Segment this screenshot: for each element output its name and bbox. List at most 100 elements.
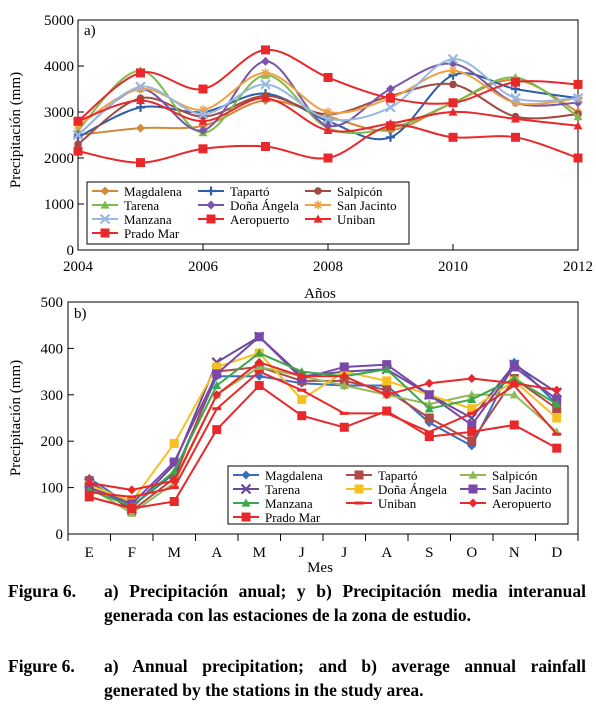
data-point-uniban bbox=[339, 411, 349, 415]
y-tick-label: 200 bbox=[41, 434, 64, 450]
x-tick-label: 2008 bbox=[313, 259, 343, 275]
data-point-salpicon bbox=[449, 80, 457, 89]
data-point-prado-mar bbox=[509, 420, 519, 430]
data-point-prado-mar bbox=[212, 425, 222, 435]
data-point-dona-angela bbox=[261, 56, 270, 66]
x-tick-label: D bbox=[551, 545, 562, 561]
panel-a-annual-precipitation: a) Precipitación (mm) Años 0 1000 2000 3000… bbox=[8, 13, 593, 302]
series-line-uniban bbox=[89, 370, 558, 498]
series-line-san-jacinto bbox=[88, 335, 558, 506]
x-tick-label: S bbox=[425, 545, 433, 561]
data-point-salpicon bbox=[467, 390, 477, 399]
legend-label-uniban: Uniban bbox=[378, 496, 417, 511]
data-point-uniban bbox=[573, 121, 583, 130]
data-point-aeropuerto bbox=[339, 371, 349, 381]
legend-marker-uniban bbox=[354, 501, 364, 505]
legend-marker-taparto bbox=[354, 470, 364, 480]
legend-marker-uniban bbox=[313, 214, 323, 223]
data-point-taparto bbox=[386, 132, 395, 142]
legend-marker-aeropuerto bbox=[468, 498, 478, 508]
data-point-manzana bbox=[212, 381, 222, 390]
data-point-san-jacinto bbox=[212, 369, 222, 379]
data-point-tarena bbox=[573, 112, 583, 121]
series-line-aeropuerto bbox=[89, 361, 557, 491]
data-point-prado-mar bbox=[84, 492, 94, 502]
data-point-san-jacinto bbox=[382, 360, 392, 370]
legend-marker-magdalena bbox=[241, 470, 251, 480]
data-point-dona-angela bbox=[386, 84, 395, 94]
data-point-aeropuerto bbox=[198, 84, 208, 94]
data-point-manzana bbox=[260, 79, 271, 90]
data-point-manzana bbox=[297, 367, 307, 376]
series-line-aeropuerto bbox=[77, 48, 579, 122]
data-point-dona-angela bbox=[552, 413, 562, 423]
legend-label-manzana: Manzana bbox=[124, 212, 172, 227]
data-point-manzana bbox=[552, 399, 562, 408]
data-point-aeropuerto bbox=[136, 68, 145, 78]
panel-a-y-axis-label: Precipitación (mm) bbox=[8, 72, 24, 188]
data-point-dona-angela bbox=[467, 404, 477, 414]
data-point-prado-mar bbox=[573, 153, 583, 163]
x-tick-label: J bbox=[341, 545, 347, 561]
legend-label-taparto: Tapartó bbox=[230, 184, 270, 199]
data-point-uniban bbox=[136, 96, 145, 105]
data-point-san-jacinto bbox=[448, 66, 458, 76]
data-point-san-jacinto bbox=[261, 68, 270, 78]
data-point-san-jacinto bbox=[339, 362, 349, 372]
legend-label-dona-angela: Doña Ángela bbox=[378, 482, 447, 497]
legend-label-salpicon: Salpicón bbox=[492, 468, 538, 483]
data-point-prado-mar bbox=[382, 406, 392, 416]
data-point-san-jacinto bbox=[424, 390, 434, 400]
series-line-dona-angela bbox=[77, 60, 579, 136]
series-line-salpicon bbox=[88, 365, 558, 515]
data-point-prado-mar bbox=[386, 121, 395, 131]
data-point-prado-mar bbox=[424, 432, 434, 442]
panel-a-legend: Magdalena Tapartó Salpicón Tarena Doña Ángel… bbox=[92, 184, 397, 241]
data-point-prado-mar bbox=[323, 153, 333, 163]
data-point-taparto bbox=[424, 413, 434, 423]
data-point-manzana bbox=[467, 394, 477, 404]
y-tick-label: 0 bbox=[56, 527, 64, 543]
legend-label-aeropuerto: Aeropuerto bbox=[230, 212, 289, 227]
data-point-uniban bbox=[212, 407, 222, 411]
legend-marker-prado-mar bbox=[100, 228, 110, 238]
data-point-uniban bbox=[84, 490, 94, 494]
x-tick-label: 2004 bbox=[63, 259, 94, 275]
legend-label-manzana: Manzana bbox=[265, 496, 313, 511]
data-point-aeropuerto bbox=[84, 478, 94, 488]
panel-b-series bbox=[83, 331, 563, 517]
legend-label-magdalena: Magdalena bbox=[265, 468, 323, 483]
series-line-prado-mar bbox=[88, 384, 558, 510]
data-point-dona-angela bbox=[339, 367, 349, 377]
data-point-magdalena bbox=[136, 123, 145, 133]
y-tick-label: 5000 bbox=[44, 13, 74, 29]
x-tick-label: A bbox=[211, 545, 222, 561]
data-point-aeropuerto bbox=[297, 371, 307, 381]
data-point-uniban bbox=[169, 486, 179, 490]
data-point-dona-angela bbox=[323, 121, 333, 131]
figure: a) Precipitación (mm) Años 0100020003000… bbox=[8, 13, 593, 576]
data-point-prado-mar bbox=[552, 443, 562, 453]
data-point-prado-mar bbox=[467, 427, 477, 437]
data-point-taparto bbox=[339, 376, 349, 386]
series-line-tarena bbox=[77, 69, 579, 135]
data-point-prado-mar bbox=[136, 158, 145, 168]
x-tick-label: J bbox=[299, 545, 305, 561]
y-tick-label: 500 bbox=[41, 295, 64, 311]
data-point-uniban bbox=[254, 370, 264, 374]
data-point-dona-angela bbox=[297, 394, 307, 404]
data-point-aeropuerto bbox=[552, 385, 562, 395]
data-point-aeropuerto bbox=[254, 357, 264, 367]
legend-label-taparto: Tapartó bbox=[378, 468, 418, 483]
data-point-aeropuerto bbox=[448, 98, 458, 108]
data-point-aeropuerto bbox=[261, 45, 270, 55]
data-point-aeropuerto bbox=[511, 77, 520, 87]
panel-b-x-axis-label: Mes bbox=[307, 560, 333, 576]
data-point-taparto bbox=[552, 404, 562, 414]
data-point-san-jacinto bbox=[198, 105, 208, 115]
legend-marker-san-jacinto bbox=[468, 484, 478, 494]
data-point-taparto bbox=[382, 385, 392, 395]
panel-a-legend-box bbox=[86, 181, 410, 245]
panel-a-label: a) bbox=[84, 23, 96, 39]
legend-marker-san-jacinto bbox=[313, 200, 323, 210]
